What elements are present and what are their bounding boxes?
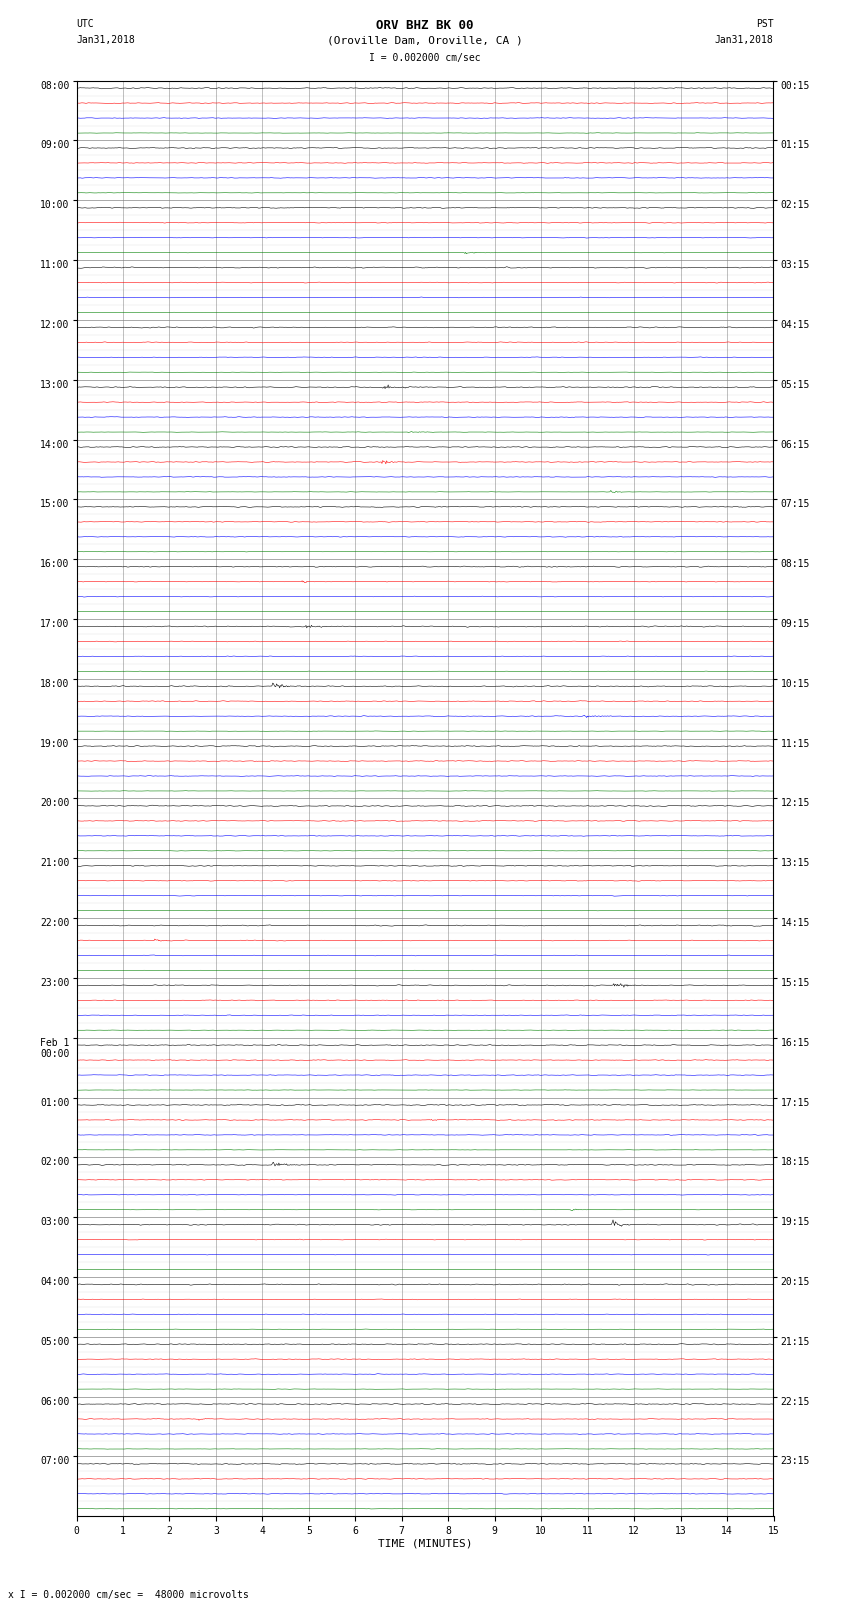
Text: Jan31,2018: Jan31,2018	[715, 35, 774, 45]
Text: Jan31,2018: Jan31,2018	[76, 35, 135, 45]
Text: UTC: UTC	[76, 19, 94, 29]
X-axis label: TIME (MINUTES): TIME (MINUTES)	[377, 1539, 473, 1548]
Text: PST: PST	[756, 19, 774, 29]
Text: ORV BHZ BK 00: ORV BHZ BK 00	[377, 19, 473, 32]
Text: I = 0.002000 cm/sec: I = 0.002000 cm/sec	[369, 53, 481, 63]
Text: x I = 0.002000 cm/sec =  48000 microvolts: x I = 0.002000 cm/sec = 48000 microvolts	[8, 1590, 249, 1600]
Text: (Oroville Dam, Oroville, CA ): (Oroville Dam, Oroville, CA )	[327, 35, 523, 45]
